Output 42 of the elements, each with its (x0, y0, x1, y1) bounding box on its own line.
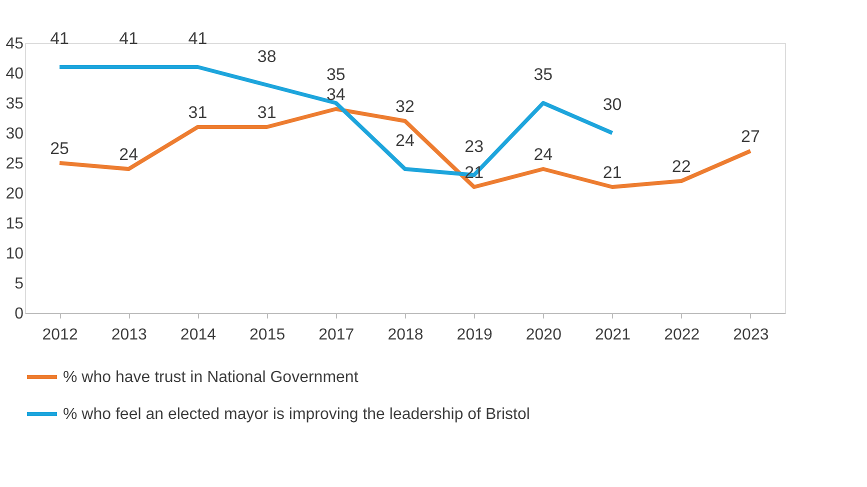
y-tick-label: 15 (6, 216, 24, 232)
y-tick-label: 45 (6, 36, 24, 52)
legend-label: % who have trust in National Government (63, 369, 359, 386)
x-tick-label: 2020 (526, 326, 562, 344)
x-tick-label: 2012 (42, 326, 78, 344)
data-label: 41 (119, 29, 138, 48)
data-label: 27 (740, 127, 760, 146)
x-tick-label: 2018 (388, 326, 424, 344)
y-tick-label: 25 (6, 156, 24, 172)
y-tick-label: 35 (6, 96, 24, 112)
x-tick-label: 2015 (250, 326, 286, 344)
data-label: 34 (326, 85, 346, 104)
data-label: 31 (188, 103, 208, 122)
y-tick-label: 40 (6, 66, 24, 82)
data-label: 38 (257, 47, 276, 66)
data-label: 41 (188, 29, 208, 48)
x-tick-label: 2013 (111, 326, 148, 344)
y-tick-label: 0 (14, 306, 24, 322)
data-label: 41 (50, 29, 70, 48)
data-label: 24 (119, 145, 138, 164)
y-tick-label: 5 (14, 276, 24, 292)
data-label: 32 (396, 97, 414, 116)
data-label: 21 (602, 163, 622, 182)
x-tick-label: 2021 (594, 326, 631, 344)
x-tick-label: 2017 (318, 326, 354, 344)
x-tick-label: 2014 (180, 326, 216, 344)
data-label: 30 (602, 95, 622, 114)
data-label: 35 (534, 65, 553, 84)
data-label: 31 (257, 103, 276, 122)
x-tick-label: 2022 (664, 326, 700, 344)
data-label: 22 (672, 157, 691, 176)
y-tick-label: 20 (6, 186, 24, 202)
data-label: 25 (50, 139, 70, 158)
x-tick-label: 2019 (456, 326, 492, 344)
y-tick-label: 10 (6, 246, 24, 262)
x-tick-label: 2023 (733, 326, 769, 344)
y-tick-label: 30 (6, 126, 24, 142)
legend-label: % who feel an elected mayor is improving the leadership of Bristol (63, 406, 530, 423)
data-label: 23 (464, 137, 484, 156)
data-label: 35 (326, 65, 346, 84)
data-label: 24 (534, 145, 553, 164)
data-label: 24 (396, 131, 414, 150)
